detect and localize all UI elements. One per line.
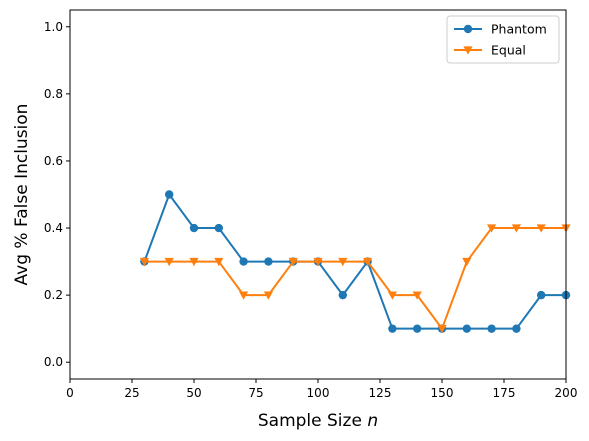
legend-label: Equal xyxy=(491,43,526,58)
legend-marker xyxy=(463,46,473,55)
y-tick-label: 0.6 xyxy=(44,154,63,168)
plot-area xyxy=(69,9,571,380)
plot-frame xyxy=(69,9,567,380)
legend-label: Phantom xyxy=(491,22,547,37)
x-tick-label: 25 xyxy=(124,386,139,400)
data-point xyxy=(338,257,348,267)
data-point xyxy=(214,257,224,267)
data-point xyxy=(487,224,497,233)
data-point xyxy=(536,224,546,233)
data-point xyxy=(437,325,447,334)
y-tick-label: 0.8 xyxy=(44,87,63,101)
data-point xyxy=(537,290,546,300)
x-axis-ticks: 0 25 50 75 100 125 150 175 200 xyxy=(66,379,577,400)
x-tick-label: 125 xyxy=(369,386,392,400)
data-point xyxy=(263,291,273,300)
legend-box xyxy=(446,15,560,64)
y-tick-label: 0.4 xyxy=(44,221,63,235)
data-point xyxy=(189,223,199,233)
x-tick-label: 200 xyxy=(555,386,578,400)
data-point xyxy=(214,223,223,233)
x-tick-label: 100 xyxy=(307,386,330,400)
data-point xyxy=(338,290,347,300)
y-tick-label: 0.0 xyxy=(44,355,63,369)
data-point xyxy=(313,257,323,267)
data-point xyxy=(388,324,397,333)
data-point xyxy=(165,190,174,199)
data-point xyxy=(239,257,248,266)
y-tick-label: 0.2 xyxy=(44,288,63,302)
data-point xyxy=(511,224,521,233)
data-point xyxy=(264,257,273,266)
data-point xyxy=(239,291,249,300)
data-point xyxy=(413,324,422,333)
legend-item-equal: Equal xyxy=(454,43,526,58)
legend-item-phantom: Phantom xyxy=(454,22,547,37)
x-axis-label: Sample Size n xyxy=(258,411,378,431)
data-point xyxy=(288,257,298,267)
legend: Phantom Equal xyxy=(446,15,560,64)
data-point xyxy=(412,291,422,300)
x-tick-label: 50 xyxy=(186,386,201,400)
series-layer xyxy=(139,190,571,334)
data-point xyxy=(139,257,149,267)
y-axis-label: Avg % False Inclusion xyxy=(12,104,32,286)
series-equal xyxy=(139,224,571,334)
data-point xyxy=(512,324,521,333)
data-point xyxy=(462,324,471,333)
x-tick-label: 175 xyxy=(493,386,516,400)
legend-marker xyxy=(463,24,473,34)
y-tick-label: 1.0 xyxy=(44,20,63,34)
data-point xyxy=(462,257,472,267)
x-tick-label: 150 xyxy=(431,386,454,400)
data-point xyxy=(164,257,174,267)
data-point xyxy=(189,257,199,267)
y-axis-ticks: 0.0 0.2 0.4 0.6 0.8 1.0 xyxy=(44,20,70,369)
x-tick-label: 75 xyxy=(248,386,263,400)
data-point xyxy=(387,291,397,300)
data-point xyxy=(487,324,496,333)
series-line-equal xyxy=(144,227,566,330)
data-point xyxy=(363,257,373,267)
x-tick-label: 0 xyxy=(66,386,74,400)
